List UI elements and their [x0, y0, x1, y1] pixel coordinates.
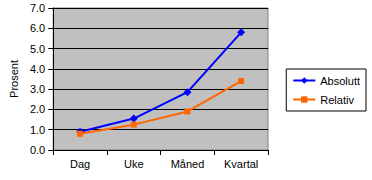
svg-text:5.0: 5.0 — [30, 43, 45, 55]
svg-text:Uke: Uke — [124, 158, 144, 170]
svg-text:6.0: 6.0 — [30, 22, 45, 34]
svg-text:4.0: 4.0 — [30, 63, 45, 75]
svg-text:Dag: Dag — [70, 158, 90, 170]
svg-text:3.0: 3.0 — [30, 83, 45, 95]
svg-text:Kvartal: Kvartal — [224, 158, 258, 170]
svg-text:Relativ: Relativ — [320, 94, 354, 106]
svg-text:Prosent: Prosent — [8, 60, 20, 98]
svg-text:2.0: 2.0 — [30, 103, 45, 115]
svg-text:0.0: 0.0 — [30, 144, 45, 156]
svg-text:Måned: Måned — [171, 158, 205, 170]
svg-text:1.0: 1.0 — [30, 124, 45, 136]
svg-text:Absolutt: Absolutt — [320, 75, 360, 87]
svg-text:7.0: 7.0 — [30, 2, 45, 14]
